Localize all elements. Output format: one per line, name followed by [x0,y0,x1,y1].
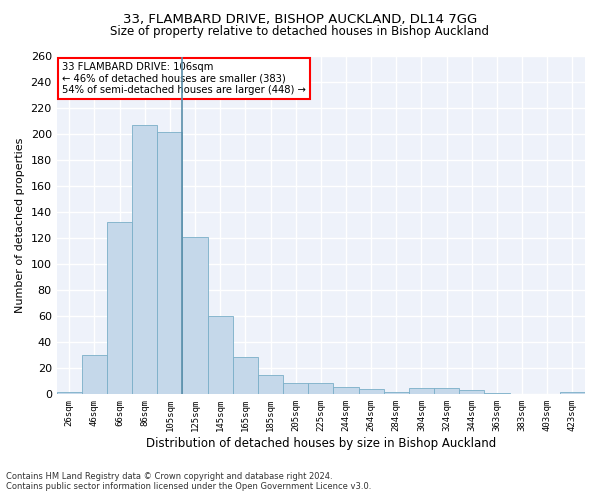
Text: Contains public sector information licensed under the Open Government Licence v3: Contains public sector information licen… [6,482,371,491]
Bar [484,393,509,394]
Bar [434,388,459,394]
Bar [334,386,359,394]
Bar [56,392,82,394]
Bar [107,222,132,394]
Text: Size of property relative to detached houses in Bishop Auckland: Size of property relative to detached ho… [110,25,490,38]
Bar [182,237,208,394]
Bar [157,132,182,394]
Bar [283,382,308,394]
Bar [132,126,157,394]
Bar [384,392,409,394]
Y-axis label: Number of detached properties: Number of detached properties [15,138,25,313]
Bar [82,356,107,395]
Bar [233,356,258,395]
Bar [560,392,585,394]
Bar [258,375,283,394]
Bar [409,388,434,394]
Text: 33, FLAMBARD DRIVE, BISHOP AUCKLAND, DL14 7GG: 33, FLAMBARD DRIVE, BISHOP AUCKLAND, DL1… [123,12,477,26]
Bar [459,390,484,394]
X-axis label: Distribution of detached houses by size in Bishop Auckland: Distribution of detached houses by size … [146,437,496,450]
Text: Contains HM Land Registry data © Crown copyright and database right 2024.: Contains HM Land Registry data © Crown c… [6,472,332,481]
Bar [359,389,384,394]
Bar [308,382,334,394]
Text: 33 FLAMBARD DRIVE: 106sqm
← 46% of detached houses are smaller (383)
54% of semi: 33 FLAMBARD DRIVE: 106sqm ← 46% of detac… [62,62,306,95]
Bar [208,316,233,394]
